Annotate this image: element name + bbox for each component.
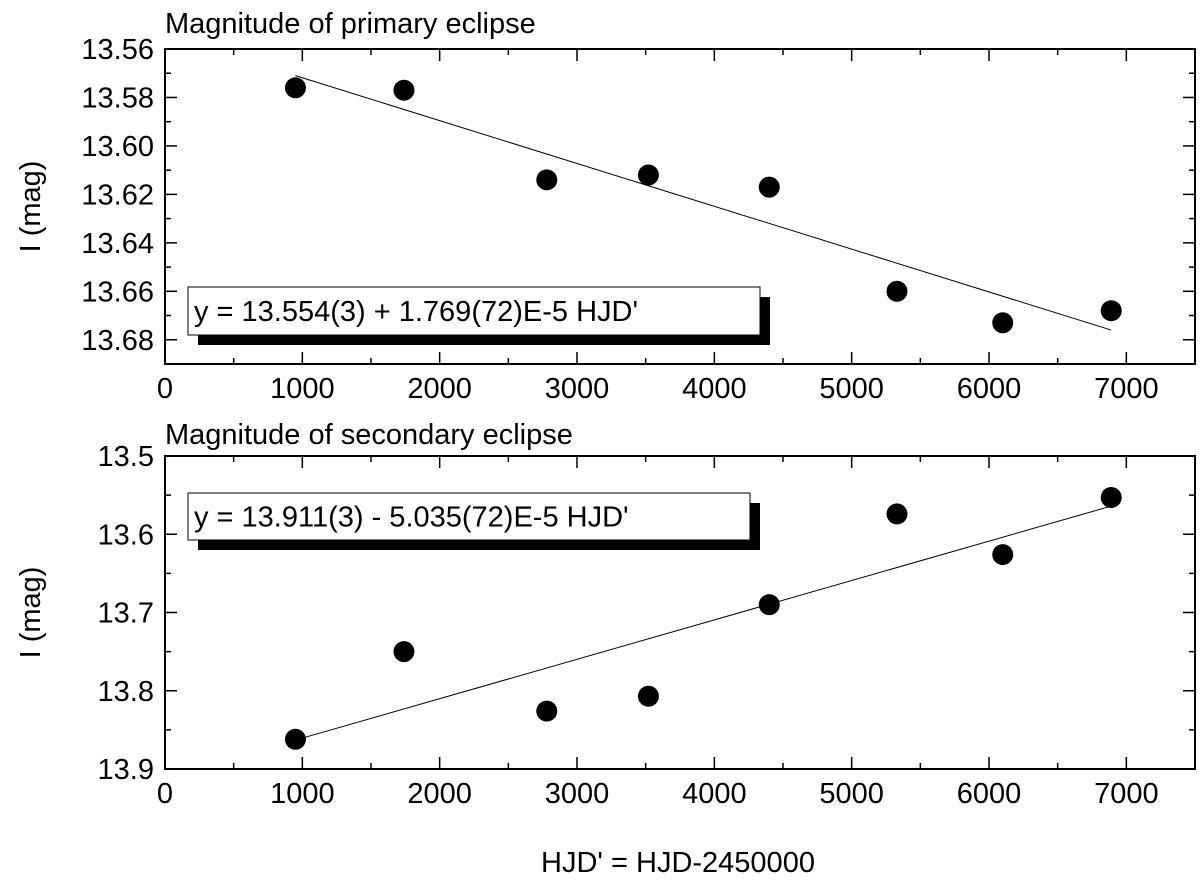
primary-y-tick-label: 13.58 [81, 82, 154, 114]
secondary-data-point [393, 641, 415, 663]
secondary-x-tick-label: 1000 [270, 778, 335, 810]
secondary-equation-label: y = 13.911(3) - 5.035(72)E-5 HJD' [194, 502, 629, 534]
primary-plot-frame [164, 48, 1196, 365]
secondary-x-tick-label: 5000 [819, 778, 884, 810]
primary-y-tick-label: 13.66 [81, 276, 154, 308]
primary-x-tick-label: 7000 [1094, 373, 1159, 405]
primary-y-tick-label: 13.68 [81, 325, 154, 357]
x-axis-title: HJD' = HJD-2450000 [541, 847, 815, 879]
primary-y-tick-label: 13.64 [81, 228, 154, 260]
primary-x-tick-label: 1000 [270, 373, 335, 405]
secondary-y-tick-label: 13.9 [98, 754, 154, 786]
secondary-x-tick-label: 3000 [545, 778, 610, 810]
primary-x-tick-label: 2000 [407, 373, 472, 405]
secondary-eclipse-panel: Magnitude of secondary eclipse 0 1000 2000 3… [15, 419, 1196, 810]
secondary-y-tick-label: 13.7 [98, 598, 154, 630]
primary-y-tick-label: 13.60 [81, 131, 154, 163]
secondary-equation-box [187, 492, 751, 541]
secondary-y-tick-label: 13.8 [98, 676, 154, 708]
primary-x-tick-label: 4000 [682, 373, 747, 405]
primary-panel-title: Magnitude of primary eclipse [165, 8, 536, 40]
secondary-data-point [536, 700, 558, 722]
primary-y-tick-label: 13.56 [81, 34, 154, 66]
primary-y-tick-label: 13.62 [81, 179, 154, 211]
secondary-data-point [284, 728, 306, 750]
secondary-data-point [758, 594, 780, 616]
primary-data-point [992, 312, 1014, 334]
secondary-y-axis-title: I (mag) [15, 567, 47, 659]
primary-y-axis-title: I (mag) [15, 161, 47, 253]
secondary-x-tick-label: 7000 [1094, 778, 1159, 810]
secondary-x-tick-label: 2000 [407, 778, 472, 810]
primary-data-point [886, 280, 908, 302]
primary-eclipse-panel: Magnitude of primary eclipse 0 1000 2000 300… [15, 8, 1196, 405]
secondary-data-point [992, 544, 1014, 566]
secondary-x-tick-label: 4000 [682, 778, 747, 810]
primary-data-point [637, 164, 659, 186]
secondary-x-tick-label: 6000 [957, 778, 1022, 810]
primary-equation-label: y = 13.554(3) + 1.769(72)E-5 HJD' [194, 296, 638, 328]
primary-x-tick-label: 0 [157, 373, 173, 405]
secondary-y-tick-label: 13.5 [98, 441, 154, 473]
secondary-x-tick-label: 0 [157, 778, 173, 810]
primary-x-tick-label: 3000 [545, 373, 610, 405]
primary-x-tick-label: 5000 [819, 373, 884, 405]
secondary-y-tick-label: 13.6 [98, 519, 154, 551]
secondary-data-point [1100, 486, 1122, 508]
secondary-panel-title: Magnitude of secondary eclipse [165, 419, 573, 451]
primary-data-point [393, 79, 415, 101]
primary-data-point [1100, 300, 1122, 322]
secondary-fit-line [295, 505, 1112, 741]
primary-x-tick-label: 6000 [957, 373, 1022, 405]
primary-fit-line [295, 75, 1112, 331]
primary-data-point [284, 77, 306, 99]
secondary-data-point [886, 503, 908, 525]
secondary-data-point [637, 685, 659, 707]
primary-equation-box [187, 286, 761, 336]
primary-data-point [758, 176, 780, 198]
primary-data-point [536, 169, 558, 191]
